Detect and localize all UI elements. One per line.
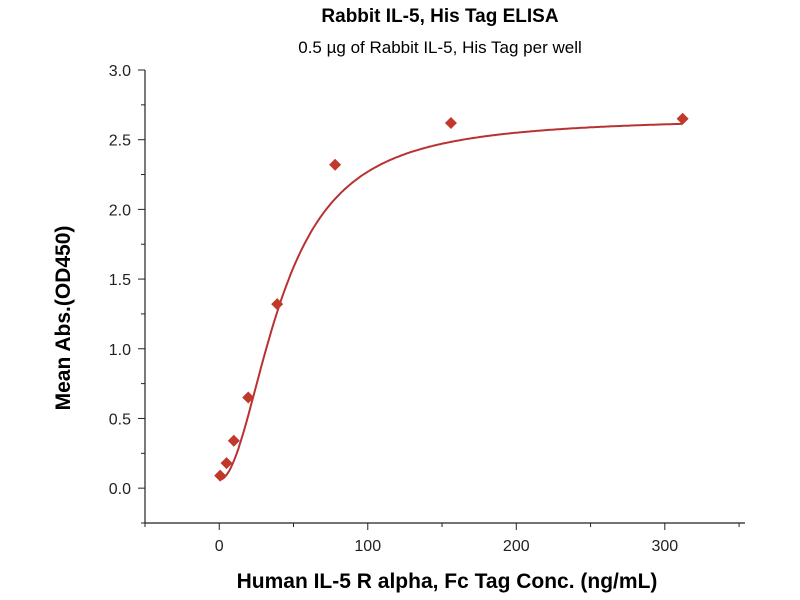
data-point [329, 158, 342, 171]
chart-subtitle: 0.5 µg of Rabbit IL-5, His Tag per well [298, 38, 582, 57]
y-tick-label: 1.5 [109, 272, 131, 289]
data-point [242, 391, 255, 404]
data-point [271, 298, 284, 311]
y-tick-label: 0.5 [109, 411, 131, 428]
x-tick-label: 0 [215, 538, 224, 555]
data-point [220, 457, 233, 470]
fit-curve [219, 122, 683, 481]
data-point [227, 434, 240, 447]
chart-title: Rabbit IL-5, His Tag ELISA [321, 6, 558, 27]
x-axis-label: Human IL-5 R alpha, Fc Tag Conc. (ng/mL) [237, 570, 658, 593]
data-point [214, 469, 227, 482]
x-tick-label: 200 [503, 538, 530, 555]
data-point [676, 112, 689, 125]
y-tick-label: 0.0 [109, 481, 131, 498]
y-axis-label: Mean Abs.(OD450) [52, 226, 75, 411]
y-tick-label: 2.0 [109, 202, 131, 219]
data-point [444, 116, 457, 129]
x-tick-label: 300 [651, 538, 678, 555]
y-tick-label: 2.5 [109, 133, 131, 150]
y-tick-label: 3.0 [109, 63, 131, 80]
y-tick-label: 1.0 [109, 342, 131, 359]
x-tick-label: 100 [354, 538, 381, 555]
